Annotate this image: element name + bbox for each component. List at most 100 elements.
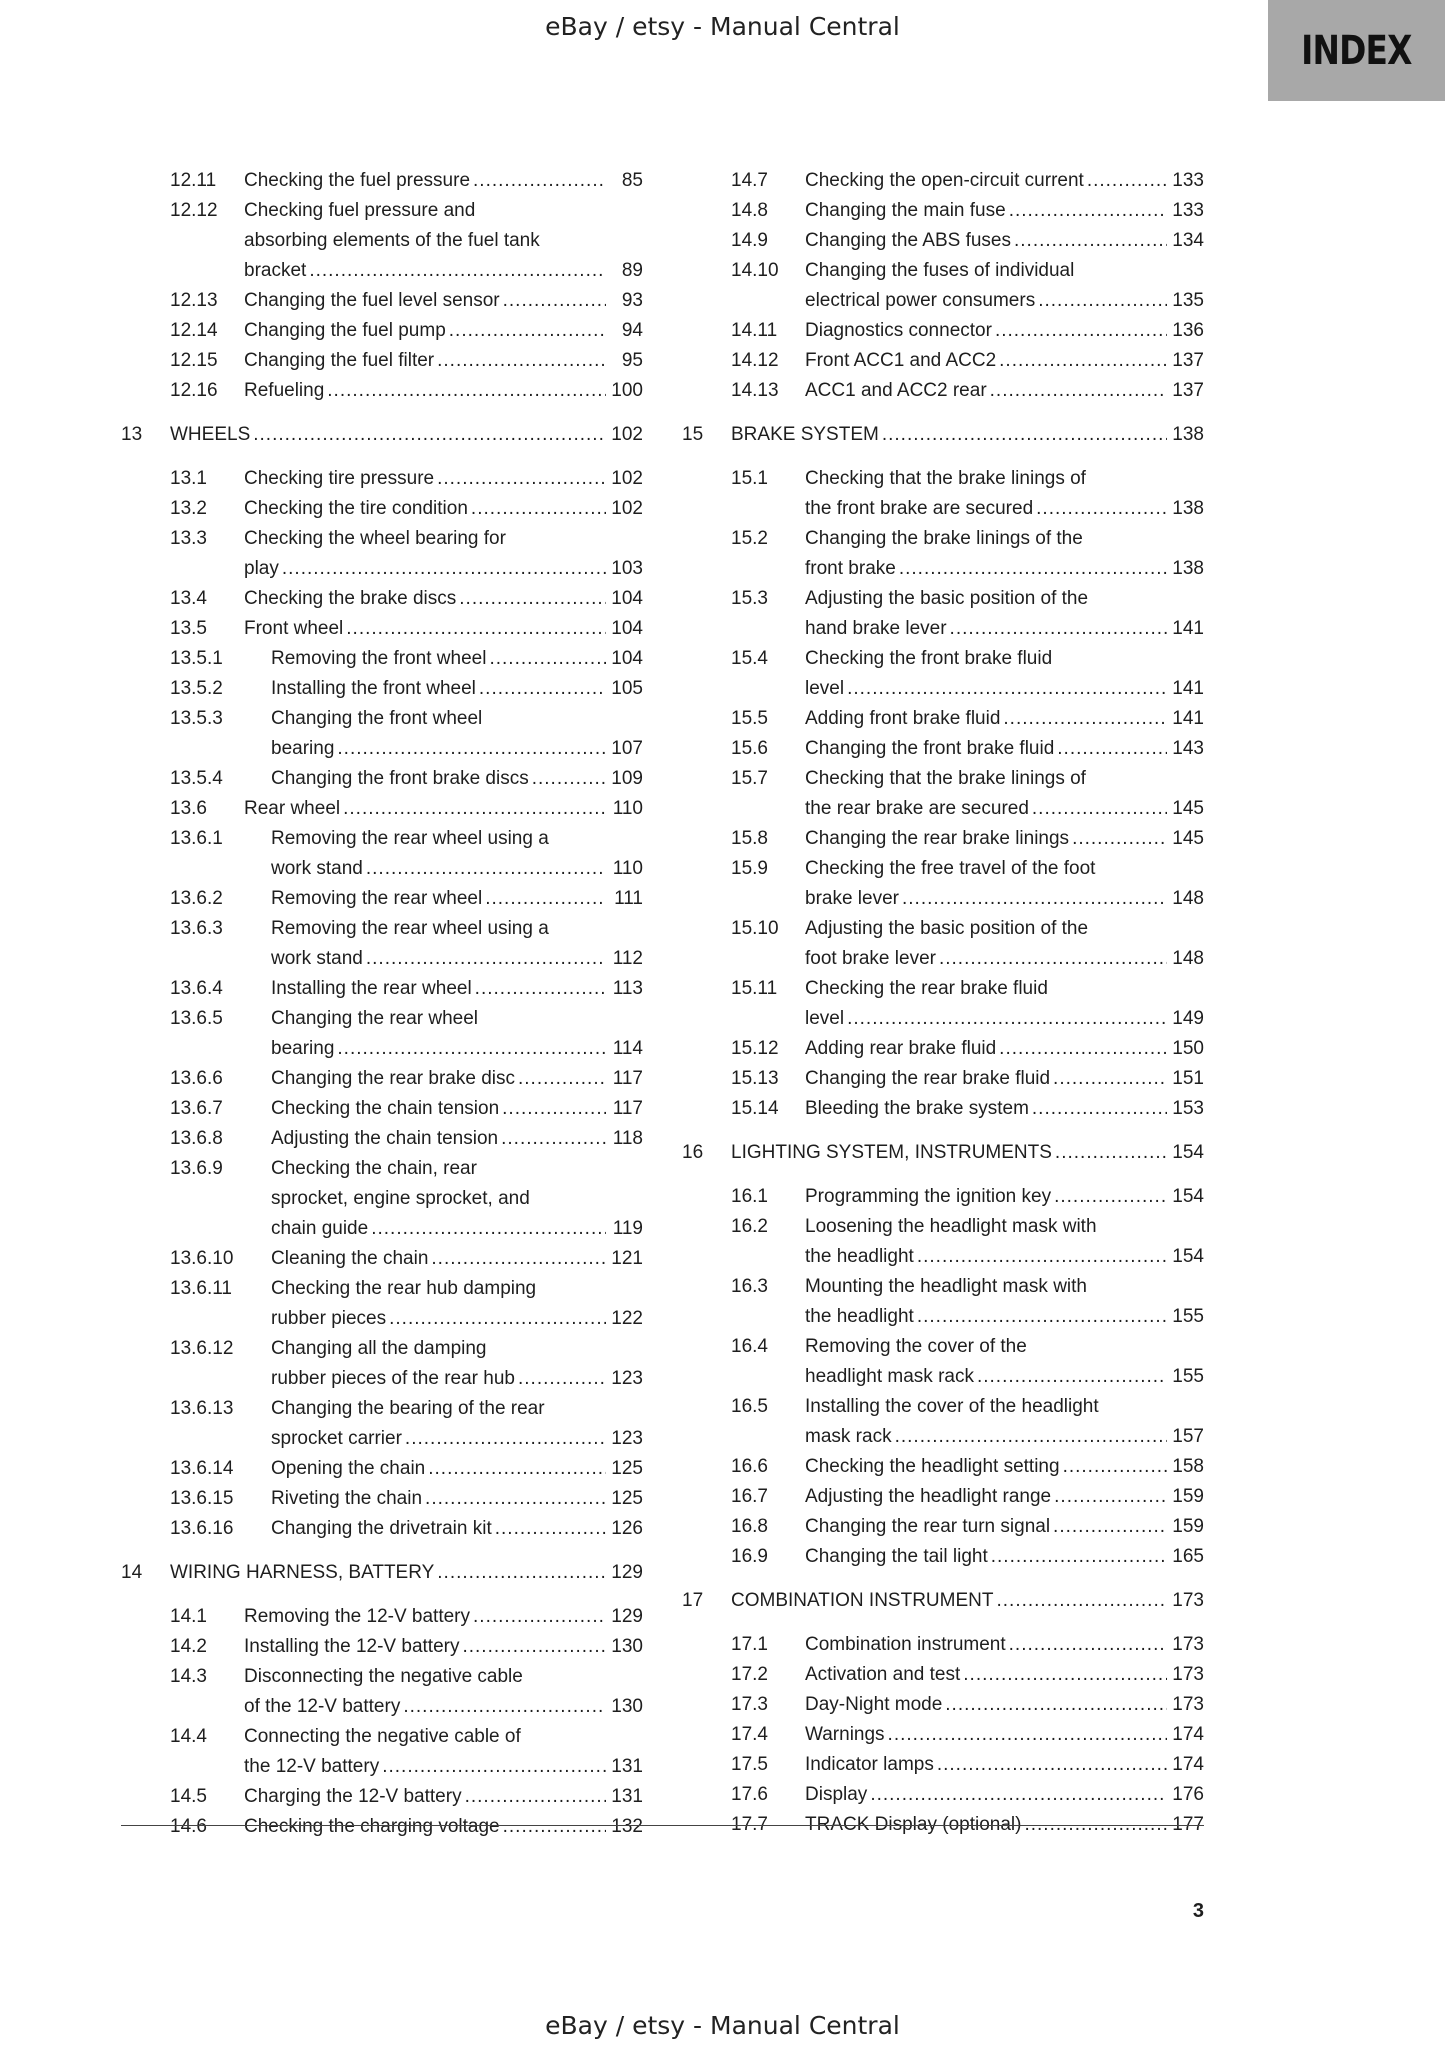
toc-entry[interactable]: 17.4 Warnings 174 [682,1720,1204,1750]
toc-entry[interactable]: 13.6.13 Changing the bearing of the rear s… [121,1394,643,1454]
toc-entry[interactable]: 15.2 Changing the brake linings of the fro… [682,524,1204,584]
toc-entry[interactable]: 14.2 Installing the 12-V battery 130 [121,1632,643,1662]
toc-entry[interactable]: 15.5 Adding front brake fluid 141 [682,704,1204,734]
toc-entry-number: 16.5 [731,1396,768,1417]
toc-entry[interactable]: 13.1 Checking tire pressure 102 [121,464,643,494]
toc-entry[interactable]: 12.13 Changing the fuel level sensor 93 [121,286,643,316]
toc-entry[interactable]: 13.6.3 Removing the rear wheel using a wor… [121,914,643,974]
toc-entry[interactable]: 13.5.4 Changing the front brake discs 109 [121,764,643,794]
toc-entry[interactable]: 13.6.16 Changing the drivetrain kit 126 [121,1514,643,1544]
toc-entry[interactable]: 13.6.12 Changing all the damping rubber pi… [121,1334,643,1394]
toc-entry[interactable]: 16.5 Installing the cover of the headligh… [682,1392,1204,1452]
toc-entry[interactable]: 16.6 Checking the headlight setting 158 [682,1452,1204,1482]
toc-entry[interactable]: 15.10 Adjusting the basic position of the… [682,914,1204,974]
toc-entry[interactable]: 14.8 Changing the main fuse 133 [682,196,1204,226]
toc-entry[interactable]: 13.4 Checking the brake discs 104 [121,584,643,614]
toc-entry[interactable]: 15.14 Bleeding the brake system 153 [682,1094,1204,1124]
toc-entry[interactable]: 13.6.10 Cleaning the chain 121 [121,1244,643,1274]
toc-entry-number: 15.11 [731,978,778,999]
toc-entry[interactable]: 15.12 Adding rear brake fluid 150 [682,1034,1204,1064]
toc-entry[interactable]: 12.11 Checking the fuel pressure 85 [121,166,643,196]
toc-entry[interactable]: 13.5.3 Changing the front wheel bearing 107 [121,704,643,764]
toc-entry[interactable]: 15.11 Checking the rear brake fluid level 1… [682,974,1204,1034]
toc-entry[interactable]: 13.6.15 Riveting the chain 125 [121,1484,643,1514]
toc-section-heading[interactable]: 15 BRAKE SYSTEM 138 [682,420,1204,450]
toc-entry-page: 121 [611,1248,643,1269]
toc-entry[interactable]: 13.6.1 Removing the rear wheel using a wor… [121,824,643,884]
toc-entry[interactable]: 15.9 Checking the free travel of the foot… [682,854,1204,914]
toc-entry[interactable]: 13.6.6 Changing the rear brake disc 117 [121,1064,643,1094]
toc-entry[interactable]: 17.6 Display 176 [682,1780,1204,1810]
toc-entry[interactable]: 13.6.7 Checking the chain tension 117 [121,1094,643,1124]
toc-section-heading[interactable]: 14 WIRING HARNESS, BATTERY 129 [121,1558,643,1588]
toc-entry[interactable]: 13.5.2 Installing the front wheel 105 [121,674,643,704]
toc-entry-line: 15.6 Changing the front brake fluid 143 [682,734,1204,764]
toc-entry[interactable]: 13.6.9 Checking the chain, rear sprocket, … [121,1154,643,1244]
toc-entry-number: 13.6.15 [170,1488,234,1509]
toc-entry[interactable]: 16.7 Adjusting the headlight range 159 [682,1482,1204,1512]
toc-entry[interactable]: 13.6.5 Changing the rear wheel bearing 114 [121,1004,643,1064]
toc-section-heading[interactable]: 13 WHEELS 102 [121,420,643,450]
toc-entry[interactable]: 15.8 Changing the rear brake linings 145 [682,824,1204,854]
toc-entry-title: Changing the rear wheel [271,1008,479,1029]
toc-entry[interactable]: 13.5.1 Removing the front wheel 104 [121,644,643,674]
toc-entry[interactable]: 12.14 Changing the fuel pump 94 [121,316,643,346]
toc-entry-number: 14.1 [170,1606,207,1627]
toc-entry-number: 15.10 [731,918,779,939]
dot-leader [1009,1630,1167,1660]
toc-entry-line: 12.11 Checking the fuel pressure 85 [121,166,643,196]
toc-entry-title: WIRING HARNESS, BATTERY [170,1562,435,1583]
toc-entry[interactable]: 14.7 Checking the open-circuit current 133 [682,166,1204,196]
toc-entry-line: 14.8 Changing the main fuse 133 [682,196,1204,226]
toc-entry[interactable]: 14.1 Removing the 12-V battery 129 [121,1602,643,1632]
toc-entry[interactable]: 12.15 Changing the fuel filter 95 [121,346,643,376]
toc-entry[interactable]: 17.3 Day-Night mode 173 [682,1690,1204,1720]
toc-entry[interactable]: 14.10 Changing the fuses of individual ele… [682,256,1204,316]
toc-entry[interactable]: 15.13 Changing the rear brake fluid 151 [682,1064,1204,1094]
toc-entry[interactable]: 13.6.11 Checking the rear hub damping rubb… [121,1274,643,1334]
toc-entry-title: Changing the rear brake fluid [805,1068,1051,1089]
toc-entry[interactable]: 15.7 Checking that the brake linings of th… [682,764,1204,824]
toc-entry[interactable]: 15.1 Checking that the brake linings of th… [682,464,1204,524]
toc-entry[interactable]: 16.1 Programming the ignition key 154 [682,1182,1204,1212]
toc-entry[interactable]: 12.16 Refueling 100 [121,376,643,406]
toc-entry-line: 13.3 Checking the wheel bearing for [121,524,643,554]
toc-entry[interactable]: 17.2 Activation and test 173 [682,1660,1204,1690]
toc-entry[interactable]: 14.9 Changing the ABS fuses 134 [682,226,1204,256]
toc-entry[interactable]: 16.3 Mounting the headlight mask with the … [682,1272,1204,1332]
toc-entry[interactable]: 14.6 Checking the charging voltage 132 [121,1812,643,1842]
toc-entry[interactable]: 16.8 Changing the rear turn signal 159 [682,1512,1204,1542]
toc-entry[interactable]: 13.6.4 Installing the rear wheel 113 [121,974,643,1004]
toc-entry[interactable]: 17.5 Indicator lamps 174 [682,1750,1204,1780]
toc-entry[interactable]: 13.5 Front wheel 104 [121,614,643,644]
toc-entry[interactable]: 13.3 Checking the wheel bearing for play 10… [121,524,643,584]
toc-entry[interactable]: 16.4 Removing the cover of the headlight m… [682,1332,1204,1392]
toc-entry[interactable]: 17.7 TRACK Display (optional) 177 [682,1810,1204,1840]
toc-entry[interactable]: 14.5 Charging the 12-V battery 131 [121,1782,643,1812]
toc-entry[interactable]: 15.6 Changing the front brake fluid 143 [682,734,1204,764]
toc-entry[interactable]: 16.2 Loosening the headlight mask with the… [682,1212,1204,1272]
toc-section-heading[interactable]: 17 COMBINATION INSTRUMENT 173 [682,1586,1204,1616]
toc-entry-page: 119 [612,1218,643,1239]
toc-entry[interactable]: 14.4 Connecting the negative cable of the … [121,1722,643,1782]
toc-entry[interactable]: 15.3 Adjusting the basic position of the h… [682,584,1204,644]
toc-entry[interactable]: 13.6.14 Opening the chain 125 [121,1454,643,1484]
toc-entry[interactable]: 17.1 Combination instrument 173 [682,1630,1204,1660]
toc-entry-title: Removing the rear wheel [271,888,483,909]
toc-entry-line: level 141 [682,674,1204,704]
toc-entry[interactable]: 13.6 Rear wheel 110 [121,794,643,824]
toc-entry-page: 149 [1172,1008,1204,1029]
dot-leader [403,1692,606,1722]
toc-entry-title: the rear brake are secured [805,798,1029,819]
toc-entry[interactable]: 14.11 Diagnostics connector 136 [682,316,1204,346]
toc-entry[interactable]: 16.9 Changing the tail light 165 [682,1542,1204,1572]
toc-entry[interactable]: 12.12 Checking fuel pressure and absorbing… [121,196,643,286]
toc-entry[interactable]: 14.3 Disconnecting the negative cable of t… [121,1662,643,1722]
toc-entry[interactable]: 13.6.8 Adjusting the chain tension 118 [121,1124,643,1154]
toc-entry[interactable]: 13.6.2 Removing the rear wheel 111 [121,884,643,914]
toc-entry[interactable]: 15.4 Checking the front brake fluid level 1… [682,644,1204,704]
toc-entry[interactable]: 14.13 ACC1 and ACC2 rear 137 [682,376,1204,406]
toc-entry[interactable]: 14.12 Front ACC1 and ACC2 137 [682,346,1204,376]
toc-section-heading[interactable]: 16 LIGHTING SYSTEM, INSTRUMENTS 154 [682,1138,1204,1168]
toc-entry[interactable]: 13.2 Checking the tire condition 102 [121,494,643,524]
